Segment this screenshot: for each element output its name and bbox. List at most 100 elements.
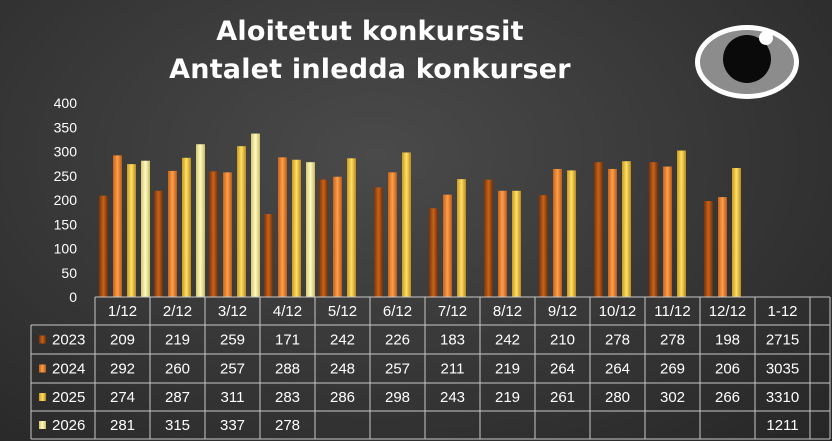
data-label: 257 xyxy=(220,361,245,378)
bar xyxy=(306,162,315,297)
data-label: 242 xyxy=(495,332,520,349)
legend-series-name: 2024 xyxy=(52,361,85,378)
chart-title: Aloitetut konkurssit xyxy=(216,16,524,47)
data-label: 315 xyxy=(165,417,190,434)
bar xyxy=(264,214,273,297)
y-tick-label: 300 xyxy=(54,144,78,160)
data-label: 261 xyxy=(550,389,575,406)
legend-key xyxy=(39,393,46,401)
data-label: 171 xyxy=(275,332,300,349)
data-label: 266 xyxy=(715,389,740,406)
bar xyxy=(374,187,383,297)
data-label: 281 xyxy=(110,417,135,434)
category-label: 6/12 xyxy=(383,303,412,320)
legend-key xyxy=(39,364,46,373)
legend-series-name: 2025 xyxy=(52,389,85,406)
bar xyxy=(292,159,301,297)
chart-subtitle: Antalet inledda konkurser xyxy=(169,54,571,85)
bar xyxy=(388,172,397,297)
data-label: 206 xyxy=(715,361,740,378)
y-tick-label: 50 xyxy=(61,265,77,281)
total-header-label: 1-12 xyxy=(767,303,797,320)
data-label: 211 xyxy=(441,361,465,378)
data-label: 264 xyxy=(605,361,630,378)
y-tick-label: 150 xyxy=(54,216,78,232)
legend-key xyxy=(39,335,46,344)
data-label: 302 xyxy=(660,389,685,406)
data-label: 209 xyxy=(110,332,135,349)
bar xyxy=(484,179,493,297)
category-label: 9/12 xyxy=(548,303,577,320)
bar xyxy=(457,179,466,297)
bar xyxy=(99,195,108,297)
bar xyxy=(182,157,191,297)
category-label: 2/12 xyxy=(163,303,192,320)
y-tick-label: 200 xyxy=(54,192,78,208)
data-label: 219 xyxy=(165,332,190,349)
y-tick-label: 100 xyxy=(54,241,78,257)
legend-series-name: 2023 xyxy=(52,332,85,349)
bar xyxy=(141,160,150,297)
data-label: 283 xyxy=(275,389,300,406)
bar xyxy=(539,195,548,297)
bar xyxy=(443,194,452,297)
bar xyxy=(594,162,603,297)
bar xyxy=(567,170,576,297)
data-label: 226 xyxy=(385,332,410,349)
bar xyxy=(196,144,205,297)
data-label: 257 xyxy=(385,361,410,378)
bar xyxy=(237,146,246,297)
data-label: 260 xyxy=(165,361,190,378)
bar xyxy=(402,152,411,297)
bar xyxy=(498,190,507,297)
total-value: 2715 xyxy=(766,332,799,349)
bar xyxy=(608,168,617,297)
data-label: 264 xyxy=(550,361,575,378)
total-value: 1211 xyxy=(766,417,798,434)
bar xyxy=(704,200,713,297)
category-label: 3/12 xyxy=(218,303,247,320)
bar xyxy=(512,190,521,297)
bar xyxy=(319,179,328,297)
category-label: 12/12 xyxy=(709,303,747,320)
bar xyxy=(113,155,122,297)
data-label: 286 xyxy=(330,389,355,406)
data-label: 259 xyxy=(220,332,245,349)
category-label: 1/12 xyxy=(108,303,137,320)
data-label: 280 xyxy=(605,389,630,406)
data-label: 278 xyxy=(605,332,630,349)
data-label: 311 xyxy=(221,389,245,406)
y-tick-label: 400 xyxy=(54,95,78,111)
data-label: 219 xyxy=(495,361,520,378)
data-label: 287 xyxy=(165,389,190,406)
data-label: 248 xyxy=(330,361,355,378)
category-label: 8/12 xyxy=(493,303,522,320)
category-label: 10/12 xyxy=(599,303,637,320)
category-label: 7/12 xyxy=(438,303,467,320)
total-value: 3035 xyxy=(766,361,799,378)
data-label: 292 xyxy=(110,361,135,378)
bar xyxy=(553,168,562,297)
legend-series-name: 2026 xyxy=(52,417,85,434)
bar xyxy=(127,164,136,297)
total-value: 3310 xyxy=(766,389,799,406)
y-tick-label: 250 xyxy=(54,168,78,184)
data-label: 243 xyxy=(440,389,465,406)
bar xyxy=(649,162,658,297)
bar xyxy=(347,158,356,297)
bar xyxy=(168,170,177,297)
y-tick-label: 0 xyxy=(69,289,77,305)
bar xyxy=(663,166,672,297)
bar xyxy=(223,172,232,297)
data-label: 183 xyxy=(440,332,465,349)
data-label: 210 xyxy=(550,332,575,349)
data-label: 274 xyxy=(110,389,135,406)
data-label: 278 xyxy=(275,417,300,434)
data-label: 269 xyxy=(660,361,685,378)
bar xyxy=(154,190,163,297)
data-label: 219 xyxy=(495,389,520,406)
bar xyxy=(209,171,218,297)
y-tick-label: 350 xyxy=(54,119,78,135)
